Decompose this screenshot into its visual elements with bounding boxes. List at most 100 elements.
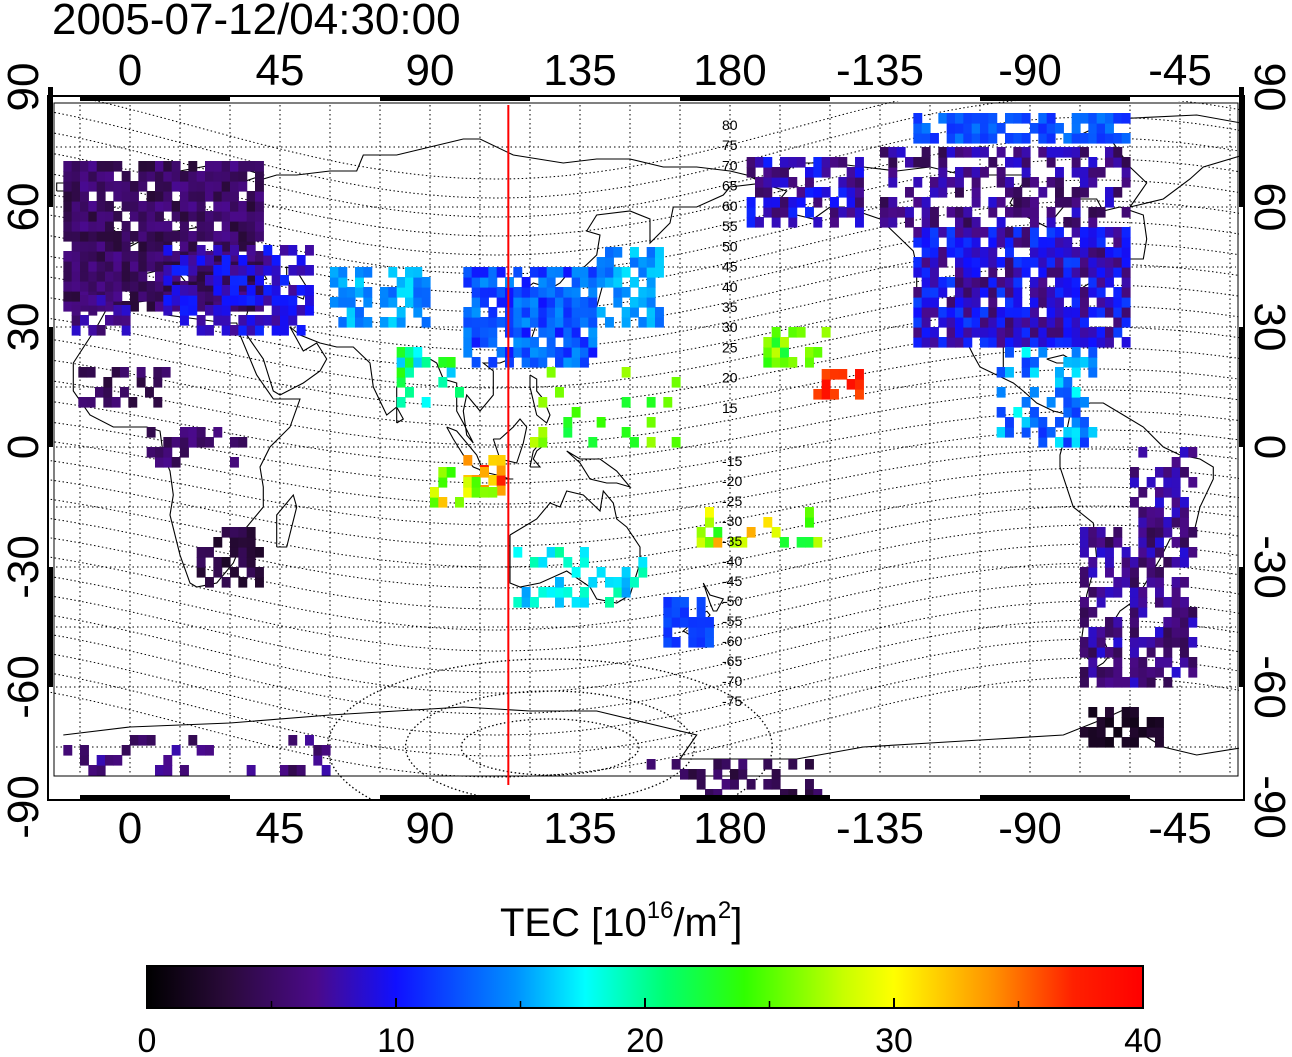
tec-cell xyxy=(271,265,281,276)
tec-cell xyxy=(555,577,564,588)
tec-cell xyxy=(305,245,314,256)
tec-cell xyxy=(746,779,756,790)
tec-cell xyxy=(188,265,198,276)
tec-cell xyxy=(921,337,931,348)
tec-cell xyxy=(246,557,256,568)
tec-cell xyxy=(1021,307,1031,318)
tec-cell xyxy=(1038,347,1048,358)
tec-cell xyxy=(988,123,998,134)
tec-cell xyxy=(955,297,964,308)
tec-cell xyxy=(813,157,823,168)
tec-cell xyxy=(238,201,248,212)
tec-cell xyxy=(796,327,806,338)
tec-cell xyxy=(1038,123,1048,134)
tec-cell xyxy=(1030,297,1039,308)
tec-cell xyxy=(205,181,214,192)
tec-cell xyxy=(146,191,156,202)
tec-cell xyxy=(546,327,556,338)
tec-cell xyxy=(1071,297,1081,308)
tec-cell xyxy=(705,627,714,638)
tec-cell xyxy=(613,297,623,308)
tec-cell xyxy=(146,241,156,252)
tec-cell xyxy=(563,587,573,598)
tec-cell xyxy=(1130,617,1139,628)
tec-cell xyxy=(655,267,664,278)
tec-cell xyxy=(1096,587,1106,598)
tec-cell xyxy=(1180,497,1189,508)
tec-cell xyxy=(105,231,114,242)
tec-cell xyxy=(963,237,973,248)
tec-cell xyxy=(1005,307,1014,318)
tec-cell xyxy=(813,389,823,400)
tec-cell xyxy=(238,211,248,222)
tec-cell xyxy=(1080,113,1089,124)
tec-cell xyxy=(205,745,214,756)
tec-cell xyxy=(688,637,698,648)
tec-cell xyxy=(1080,357,1089,368)
tec-cell xyxy=(638,567,648,578)
tec-cell xyxy=(621,267,631,278)
tec-cell xyxy=(121,281,131,292)
tec-cell xyxy=(763,187,773,198)
tec-cell xyxy=(813,217,823,228)
tec-cell xyxy=(155,181,164,192)
tec-cell xyxy=(113,305,123,316)
tec-cell xyxy=(1138,677,1148,688)
tec-cell xyxy=(971,177,981,188)
tec-cell xyxy=(171,295,181,306)
tec-cell xyxy=(696,527,706,538)
colorbar-label-prefix: TEC [10 xyxy=(500,901,647,945)
tec-cell xyxy=(830,207,839,218)
tec-cell xyxy=(1088,337,1098,348)
tec-cell xyxy=(1046,207,1056,218)
tec-cell xyxy=(255,315,264,326)
tec-cell xyxy=(646,247,656,258)
tec-cell xyxy=(646,267,656,278)
tec-cell xyxy=(830,197,839,208)
tec-cell xyxy=(605,577,614,588)
tec-cell xyxy=(313,745,323,756)
tec-cell xyxy=(463,347,473,358)
tec-cell xyxy=(205,577,214,588)
tec-cell xyxy=(280,295,289,306)
tec-cell xyxy=(988,197,998,208)
tec-cell xyxy=(463,487,473,498)
tec-cell xyxy=(213,171,223,182)
tec-cell xyxy=(296,285,306,296)
tec-cell xyxy=(230,171,239,182)
tec-cell xyxy=(163,755,173,766)
tec-cell xyxy=(963,277,973,288)
tec-cell xyxy=(263,315,273,326)
tec-cell xyxy=(821,167,831,178)
coastline xyxy=(509,489,641,604)
tec-cell xyxy=(646,397,656,408)
tec-cell xyxy=(96,181,106,192)
tec-cell xyxy=(180,231,189,242)
tec-cell xyxy=(1155,667,1164,678)
tec-cell xyxy=(1038,147,1048,158)
tec-cell xyxy=(271,255,281,266)
tec-cell xyxy=(180,305,189,316)
map-inner-frame xyxy=(53,102,1239,777)
tec-cell xyxy=(988,327,998,338)
tec-cell xyxy=(646,437,656,448)
tec-cell xyxy=(571,327,581,338)
tec-cell xyxy=(1005,267,1014,278)
tec-cell xyxy=(1163,637,1173,648)
tec-cell xyxy=(546,267,556,278)
tec-cell xyxy=(146,301,156,312)
tec-cell xyxy=(496,455,506,466)
tec-cell xyxy=(238,547,248,558)
tec-cell xyxy=(630,297,639,308)
frame-bar-top xyxy=(680,96,830,101)
tec-cell xyxy=(1146,567,1156,578)
tec-cell xyxy=(1088,307,1098,318)
tec-cell xyxy=(1013,307,1023,318)
tec-cell xyxy=(96,765,106,776)
tec-cell xyxy=(413,287,423,298)
tec-cell xyxy=(96,201,106,212)
tec-cell xyxy=(405,287,414,298)
tec-cell xyxy=(946,123,956,134)
tec-cell xyxy=(930,287,939,298)
tec-cell xyxy=(205,437,214,448)
